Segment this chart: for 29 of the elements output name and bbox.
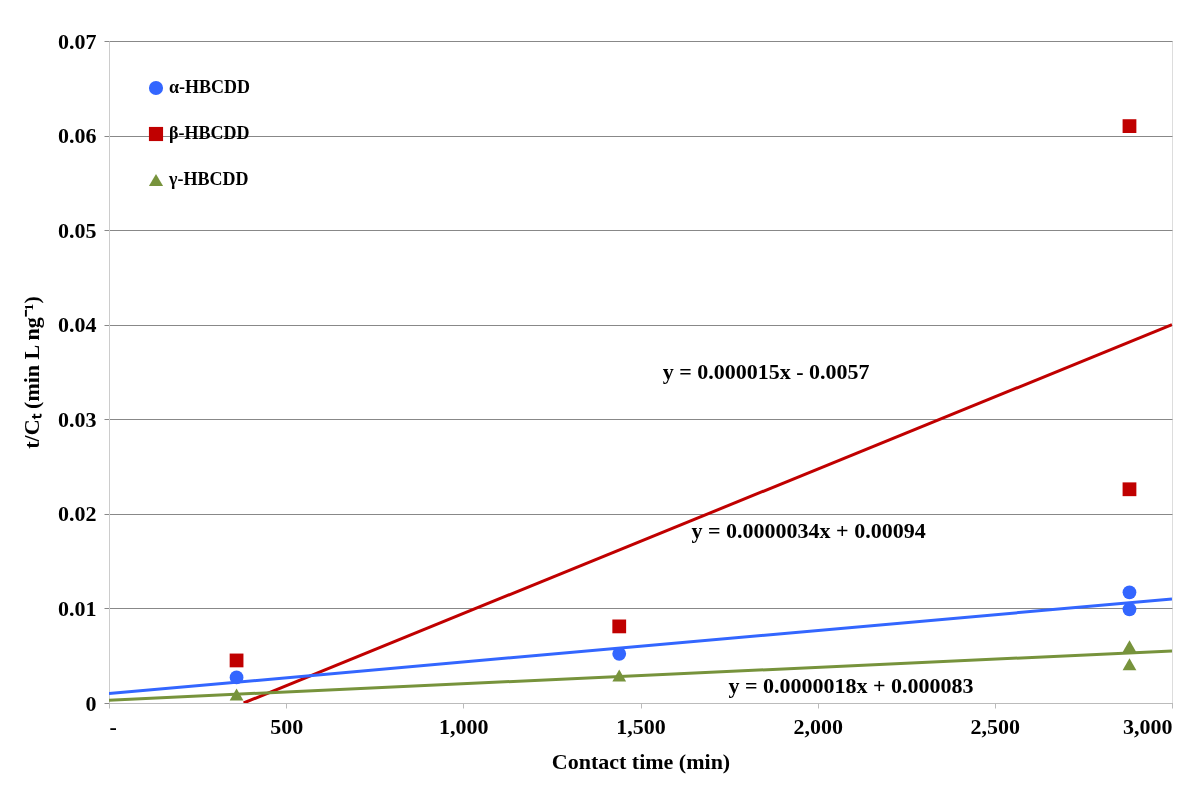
y-tick-label: 0.05 <box>58 217 97 243</box>
point <box>612 619 627 634</box>
x-tick-label: 2,000 <box>793 713 843 739</box>
y-tick-label: 0.02 <box>58 501 97 527</box>
y-tick-label: 0.07 <box>58 28 97 54</box>
point <box>1122 585 1137 600</box>
y-tick-label: 0 <box>85 690 97 716</box>
x-axis-title: Contact time (min) <box>551 748 731 774</box>
annotation: y = 0.0000034x + 0.00094 <box>691 517 926 543</box>
y-tick-label: 0.06 <box>58 123 97 149</box>
y-tick-label: 0.03 <box>58 406 97 432</box>
legend-label: β-HBCDD <box>169 123 250 143</box>
y-tick-label: 0.01 <box>58 595 97 621</box>
legend-label: γ-HBCDD <box>168 169 249 189</box>
x-tick-label: - <box>109 713 117 739</box>
y-axis-title: t/Cₜ (min L ng⁻¹) <box>19 296 44 449</box>
point <box>1122 482 1137 497</box>
point <box>1122 658 1137 671</box>
annotation: y = 0.0000018x + 0.000083 <box>728 673 974 699</box>
legend-label: α-HBCDD <box>169 77 251 97</box>
point <box>1122 602 1137 617</box>
x-tick-label: 3,000 <box>1123 713 1173 739</box>
x-tick-label: 1,500 <box>616 713 666 739</box>
annotation: y = 0.000015x - 0.0057 <box>662 359 870 385</box>
x-tick-label: 500 <box>270 713 304 739</box>
y-tick-label: 0.04 <box>58 312 97 338</box>
point <box>1122 119 1137 134</box>
x-tick-label: 1,000 <box>439 713 489 739</box>
x-tick-label: 2,500 <box>970 713 1021 739</box>
